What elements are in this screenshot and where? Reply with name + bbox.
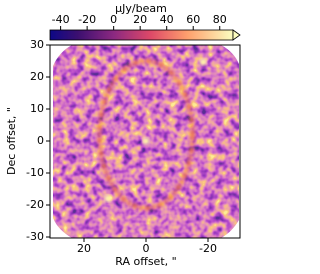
x-tick-label: 20	[77, 242, 91, 255]
y-tick-label: 20	[30, 70, 44, 83]
y-tick-label: 0	[37, 134, 44, 147]
beam	[52, 228, 62, 236]
y-axis-label: Dec offset, "	[5, 107, 18, 175]
colorbar-tick-label: -40	[52, 13, 70, 26]
ring	[97, 58, 195, 211]
point-source	[104, 195, 112, 203]
point-source	[199, 58, 207, 66]
x-tick-label: 0	[143, 242, 150, 255]
colorbar-tick-label: 80	[213, 13, 227, 26]
point-source	[142, 137, 150, 145]
colorbar-tick-label: 0	[110, 13, 117, 26]
y-tick-label: -30	[26, 230, 44, 243]
x-tick-label: -20	[199, 242, 217, 255]
colorbar-extend	[232, 29, 241, 41]
colorbar-tick-label: 40	[160, 13, 174, 26]
y-tick-label: 10	[30, 102, 44, 115]
colorbar	[49, 29, 234, 41]
y-tick-label: 30	[30, 38, 44, 51]
image	[53, 45, 239, 238]
colorbar-label: μJy/beam	[115, 2, 167, 15]
colorbar-tick-label: -20	[78, 13, 96, 26]
colorbar-tick-label: 20	[133, 13, 147, 26]
colorbar-tick-label: 60	[186, 13, 200, 26]
x-axis-label: RA offset, "	[115, 255, 176, 268]
y-tick-label: -10	[26, 166, 44, 179]
y-tick-label: -20	[26, 198, 44, 211]
chart: μJy/beam RA offset, " Dec offset, " 20 0 -…	[5, 2, 241, 268]
